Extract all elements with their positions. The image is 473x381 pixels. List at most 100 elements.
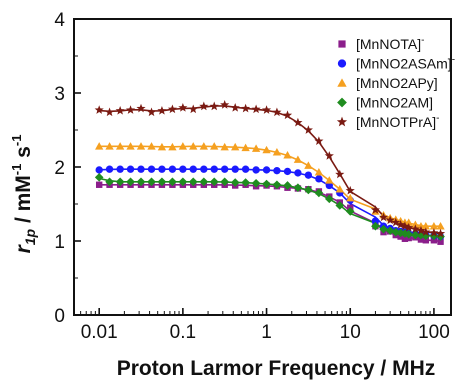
series-0-point — [422, 237, 430, 244]
x-tick-label-4: 100 — [418, 322, 450, 343]
series-3-point — [209, 177, 219, 187]
series-2-point — [304, 161, 313, 169]
series-3-point — [429, 231, 439, 241]
legend-label-1: [MnNO2ASAm]- — [356, 55, 455, 72]
series-3-point — [411, 230, 420, 240]
series-4-point — [115, 105, 125, 115]
series-4-point — [199, 101, 209, 111]
y-axis-title: r1p / mM-1 s-1 — [9, 135, 38, 254]
series-4-point — [261, 105, 272, 114]
series-0-point — [437, 238, 444, 245]
series-2-point — [262, 145, 271, 154]
series-1-point — [241, 165, 250, 173]
series-2-point — [115, 142, 125, 150]
series-2-point — [335, 185, 344, 193]
series-2-point — [105, 142, 114, 150]
x-axis-title: Proton Larmor Frequency / MHz — [117, 357, 436, 380]
series-2-point — [95, 142, 104, 150]
series-0-point — [430, 237, 438, 244]
series-2-point — [429, 222, 439, 230]
series-4-point — [435, 228, 446, 238]
series-2-point — [404, 218, 413, 226]
series-2-point — [126, 142, 135, 150]
legend: [MnNOTA]-[MnNO2ASAm]-[MnNO2APy][MnNO2AM]… — [336, 35, 455, 130]
series-3-point — [324, 194, 334, 204]
series-3-point — [371, 221, 380, 231]
y-axis-title-main: r — [12, 243, 35, 253]
series-4-point — [188, 104, 198, 114]
series-1-point — [105, 165, 114, 173]
series-3-point — [345, 207, 355, 216]
series-3-point — [293, 183, 303, 193]
legend-label-2: [MnNO2APy] — [356, 75, 438, 91]
series-2-point — [314, 168, 324, 176]
series-2-point — [210, 142, 219, 150]
series-2-point — [325, 176, 334, 184]
series-4-point — [345, 185, 355, 195]
series-1-point — [137, 165, 145, 173]
series-1-point — [116, 165, 124, 173]
series-3-point — [220, 177, 230, 187]
data-markers — [94, 100, 446, 245]
legend-label-main-0: [MnNOTA] — [356, 36, 421, 52]
series-4-point — [272, 107, 282, 117]
y-tick-label-3: 3 — [54, 84, 65, 105]
series-4-point — [125, 105, 136, 114]
legend-marker-0 — [338, 40, 346, 48]
series-4-point — [94, 105, 104, 114]
series-4-point — [421, 227, 431, 236]
series-3-point — [199, 177, 209, 187]
series-3-point — [147, 177, 156, 187]
legend-label-sup-1: - — [452, 55, 455, 66]
x-axis-ticks: 0.01 0.1 1 10 100 — [80, 308, 450, 343]
legend-label-main-3: [MnNO2AM] — [356, 95, 433, 111]
series-4-point — [314, 136, 324, 145]
series-1-point — [126, 165, 135, 173]
legend-label-4: [MnNOTPrA]- — [356, 113, 439, 130]
series-3-point — [126, 177, 135, 187]
y-axis-title-sub: 1p — [22, 228, 38, 245]
series-4-point — [400, 221, 410, 231]
series-4-point — [378, 212, 389, 222]
series-1-point — [200, 165, 208, 173]
series-1-point — [371, 217, 380, 225]
series-1-point — [325, 181, 333, 190]
series-1-point — [221, 165, 229, 173]
series-2-point — [436, 222, 445, 230]
series-2-point — [147, 142, 156, 150]
y-tick-label-2: 2 — [54, 158, 65, 179]
series-4-point — [370, 205, 380, 214]
x-tick-label-1: 0.1 — [170, 322, 196, 343]
series-2-point — [231, 142, 240, 151]
legend-label-0: [MnNOTA]- — [356, 35, 424, 52]
series-2-point — [293, 155, 303, 163]
series-1-point — [210, 165, 218, 173]
y-axis-title-mid: s — [12, 146, 35, 164]
series-4-point — [220, 100, 230, 109]
series-3-point — [314, 188, 324, 198]
legend-label-3: [MnNO2AM] — [356, 95, 433, 111]
series-2-point — [411, 220, 420, 229]
series-4-point — [136, 103, 146, 113]
series-2-point — [199, 142, 208, 150]
legend-label-main-1: [MnNO2ASAm] — [356, 56, 452, 72]
series-2-point — [421, 222, 430, 230]
series-3-point — [115, 177, 125, 187]
series-1-point — [179, 165, 187, 173]
series-3-point — [404, 230, 414, 239]
series-3-point — [178, 177, 188, 187]
series-3-point — [262, 179, 271, 189]
x-tick-label-0: 0.01 — [81, 322, 118, 343]
series-1-point — [273, 167, 281, 175]
y-tick-label-1: 1 — [54, 232, 65, 253]
series-2-point — [189, 142, 198, 150]
legend-marker-4 — [336, 116, 348, 127]
series-1-point — [262, 166, 271, 174]
series-4-point — [410, 224, 420, 234]
series-1-point — [294, 169, 302, 177]
legend-label-sup-4: - — [436, 113, 439, 124]
series-4-point — [396, 219, 406, 229]
series-0-point — [401, 235, 409, 242]
